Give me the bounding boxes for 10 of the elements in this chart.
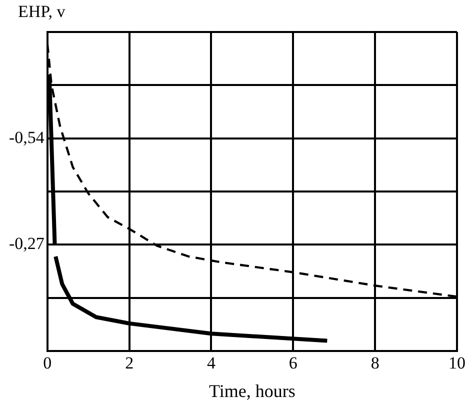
x-axis-title: Time, hours [209, 380, 296, 401]
x-tick-label: 2 [125, 354, 134, 373]
y-tick-label: -0,27 [8, 234, 45, 254]
x-tick-label: 10 [448, 354, 466, 373]
y-tick-label: -0,54 [8, 128, 45, 147]
x-tick-label: 8 [370, 354, 380, 373]
x-tick-label: 6 [288, 354, 298, 373]
y-axis-title: EHP, v [18, 2, 66, 22]
x-tick-label: 0 [43, 354, 52, 373]
x-tick-label: 4 [206, 354, 216, 373]
